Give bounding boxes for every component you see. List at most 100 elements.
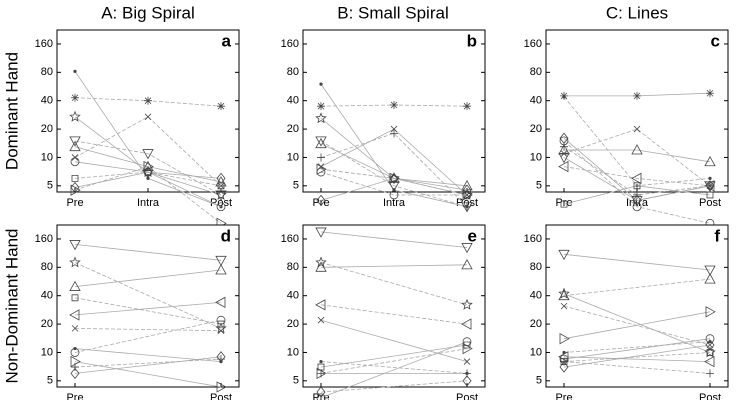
series-line [320,262,468,306]
series-line [74,244,222,261]
y-tick-label: 40 [287,95,299,107]
series-line [320,140,468,208]
marker [389,172,400,185]
panel-label: c [711,31,720,50]
series-line [563,293,711,353]
marker [631,144,643,155]
y-tick-label: 20 [287,318,299,330]
x-tick-label: Pre [312,197,329,209]
marker [706,369,714,378]
marker [142,160,154,171]
plot-frame [302,224,486,388]
series-line [320,132,468,207]
marker [632,202,642,212]
marker [315,299,326,311]
x-tick-label: Pre [66,197,83,209]
marker [71,294,79,302]
marker [705,339,715,351]
marker [217,102,225,111]
series-line [563,338,711,360]
series-line [74,262,222,329]
series-line [564,149,711,163]
series-line [563,361,711,374]
marker [71,174,79,182]
series-line [320,231,468,248]
y-tick-label: 5 [536,375,542,387]
series-line [320,304,468,325]
series-line [320,341,468,399]
y-tick-label: 40 [530,95,542,107]
marker [704,265,716,276]
marker [704,346,716,358]
x-tick-label: Intra [383,197,406,209]
x-tick-label: Intra [137,197,160,209]
marker [315,227,327,238]
y-tick-label: 5 [47,180,53,192]
marker [69,240,81,251]
series-line [74,116,222,187]
marker [316,386,326,398]
marker [706,349,714,356]
marker [315,256,327,268]
x-tick-label: Post [456,392,478,400]
plot-frame [56,29,240,193]
marker [71,363,79,372]
y-tick-label: 80 [530,66,542,78]
y-tick-label: 40 [287,290,299,302]
marker [315,112,327,124]
marker [462,184,472,196]
marker [461,318,472,330]
marker [315,136,327,147]
marker [558,287,570,299]
y-tick-label: 5 [536,180,542,192]
marker [705,334,715,344]
series-line [74,140,222,196]
marker [463,341,471,349]
y-tick-label: 10 [530,346,542,358]
marker [462,189,473,201]
panel-label: a [222,31,232,50]
marker [70,367,80,380]
marker [560,358,568,365]
series-line [563,253,711,271]
marker [633,190,641,199]
series-line [320,344,468,368]
marker [560,302,568,310]
y-tick-label: 40 [41,290,53,302]
marker [215,264,227,275]
series-line [320,168,468,196]
x-tick-label: Pre [66,392,83,400]
marker [315,137,327,149]
y-tick-label: 160 [524,233,542,245]
marker [461,259,473,270]
panel-label: b [467,31,477,50]
marker [633,182,641,190]
marker [558,153,570,164]
marker [317,369,325,378]
y-tick-label: 160 [35,233,53,245]
marker [316,194,326,207]
marker [317,363,325,371]
marker [217,320,225,328]
marker [317,102,325,111]
marker [559,361,569,373]
marker [317,316,325,324]
panel: 5 10 20 40 80 160 Pre Post d [35,224,240,404]
marker [560,200,568,208]
y-tick-label: 80 [41,261,53,273]
series-line [74,269,222,287]
marker [633,125,641,133]
row-label: Dominant Hand [2,52,21,170]
x-tick-label: Pre [312,392,329,400]
y-tick-label: 80 [41,66,53,78]
series-line [74,302,222,316]
marker [705,306,716,318]
marker [559,332,570,345]
marker [215,255,227,267]
marker [143,166,153,178]
marker [390,129,398,138]
marker [558,351,569,363]
y-tick-label: 20 [530,123,542,135]
